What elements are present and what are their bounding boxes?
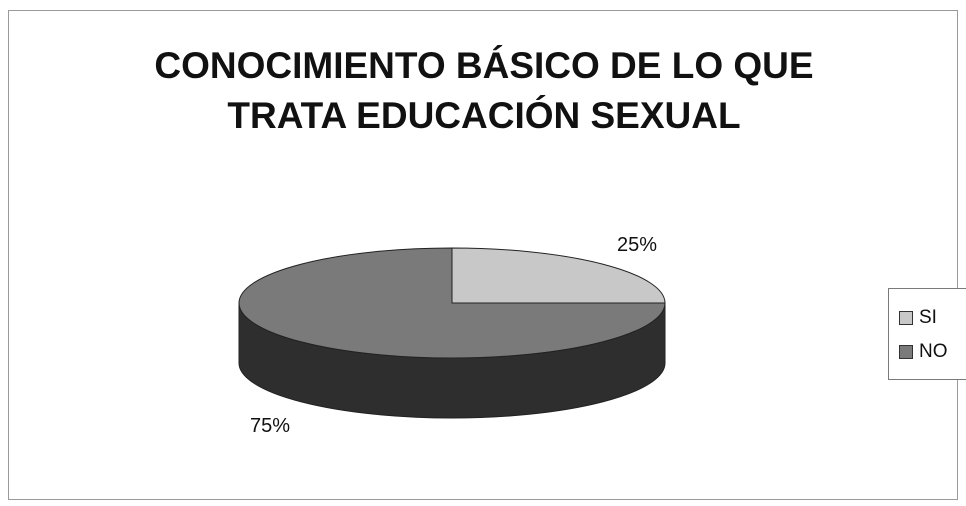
chart-title-line-1: CONOCIMIENTO BÁSICO DE LO QUE (154, 45, 814, 86)
pie-group (238, 247, 666, 419)
chart-title-line-2: TRATA EDUCACIÓN SEXUAL (227, 95, 741, 136)
legend-item-si: SI (899, 305, 937, 331)
pie-slice-si (451, 247, 666, 304)
legend-swatch-si (899, 311, 913, 325)
chart-area: CONOCIMIENTO BÁSICO DE LO QUE TRATA EDUC… (8, 10, 958, 500)
legend-item-no: NO (899, 339, 948, 365)
legend-label-si: SI (919, 307, 937, 328)
legend: SI NO (888, 288, 966, 380)
data-label-si: 25% (617, 234, 657, 256)
legend-swatch-no (899, 345, 913, 359)
chart-title: CONOCIMIENTO BÁSICO DE LO QUE TRATA EDUC… (9, 41, 959, 141)
data-label-no: 75% (250, 415, 290, 437)
legend-label-no: NO (919, 341, 948, 362)
pie-slice-no (238, 247, 666, 359)
